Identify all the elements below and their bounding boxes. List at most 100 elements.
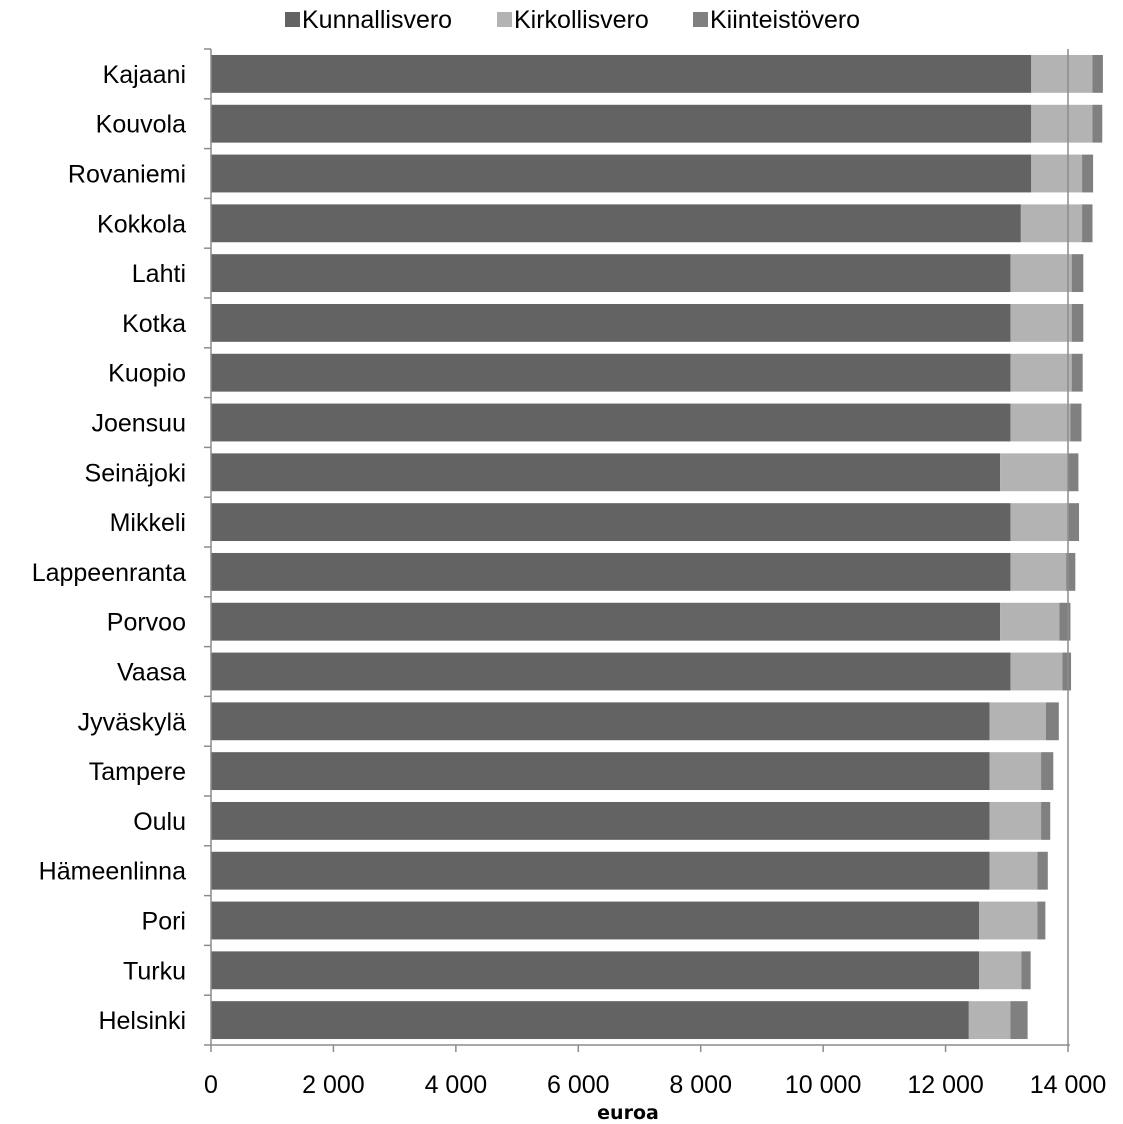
x-tick-label: 6 000	[547, 1071, 610, 1099]
bar-segment-kiinteistövero-turku	[1021, 951, 1031, 990]
x-tick-label: 8 000	[669, 1071, 732, 1099]
category-label: Jyväskylä	[78, 708, 186, 736]
bar-segment-kirkollisvero-kokkola	[1020, 204, 1083, 243]
bar-segment-kunnallisvero-kokkola	[211, 204, 1021, 243]
category-label: Vaasa	[117, 659, 186, 687]
bar-segment-kunnallisvero-kotka	[211, 303, 1011, 342]
bars-area	[211, 54, 1103, 1040]
x-axis-title: euroa	[597, 1102, 659, 1124]
bar-segment-kiinteistövero-joensuu	[1070, 403, 1082, 442]
bar-segment-kirkollisvero-jyväskylä	[989, 702, 1046, 741]
x-tick-label: 14 000	[1030, 1071, 1106, 1099]
bar-segment-kiinteistövero-lappeenranta	[1066, 552, 1076, 591]
bar-segment-kirkollisvero-kouvola	[1031, 104, 1093, 143]
category-label: Kouvola	[96, 111, 186, 139]
bar-segment-kirkollisvero-tampere	[989, 752, 1042, 791]
category-label: Kotka	[122, 310, 186, 338]
bar-segment-kirkollisvero-lahti	[1010, 254, 1072, 293]
bar-segment-kiinteistövero-jyväskylä	[1045, 702, 1059, 741]
bar-segment-kunnallisvero-lahti	[211, 254, 1011, 293]
legend-swatch-kirkollisvero	[497, 12, 512, 27]
bar-segment-kunnallisvero-kuopio	[211, 353, 1011, 392]
bar-segment-kirkollisvero-vaasa	[1010, 652, 1063, 691]
legend-swatch-kiinteistövero	[693, 12, 708, 27]
bar-segment-kiinteistövero-pori	[1037, 901, 1046, 940]
bar-segment-kunnallisvero-vaasa	[211, 652, 1011, 691]
bar-segment-kiinteistövero-kokkola	[1082, 204, 1093, 243]
category-label: Rovaniemi	[68, 161, 186, 189]
bar-segment-kiinteistövero-kajaani	[1092, 54, 1103, 93]
bar-segment-kiinteistövero-kouvola	[1092, 104, 1103, 143]
legend-label-kunnallisvero: Kunnallisvero	[302, 6, 452, 34]
legend-label-kiinteistövero: Kiinteistövero	[710, 6, 860, 34]
bar-segment-kirkollisvero-joensuu	[1010, 403, 1071, 442]
bar-segment-kirkollisvero-kuopio	[1010, 353, 1072, 392]
x-tick-label: 12 000	[907, 1071, 983, 1099]
category-label: Joensuu	[91, 410, 186, 438]
legend-label-kirkollisvero: Kirkollisvero	[514, 6, 649, 34]
bar-segment-kiinteistövero-seinäjoki	[1068, 453, 1079, 492]
category-labels: Kajaani Kouvola Rovaniemi Kokkola Lahti Kotka…	[32, 61, 186, 1035]
category-label: Hämeenlinna	[39, 858, 186, 886]
bar-segment-kirkollisvero-mikkeli	[1010, 503, 1069, 542]
bar-segment-kiinteistövero-kuopio	[1071, 353, 1083, 392]
bar-segment-kunnallisvero-joensuu	[211, 403, 1011, 442]
legend: Kunnallisvero Kirkollisvero Kiinteistövero	[285, 6, 860, 34]
category-label: Mikkeli	[110, 509, 186, 537]
bar-segment-kunnallisvero-turku	[211, 951, 980, 990]
bar-segment-kunnallisvero-tampere	[211, 752, 990, 791]
bar-segment-kunnallisvero-pori	[211, 901, 980, 940]
category-label: Seinäjoki	[85, 459, 186, 487]
bar-segment-kunnallisvero-seinäjoki	[211, 453, 1001, 492]
bar-segment-kiinteistövero-mikkeli	[1068, 503, 1080, 542]
bar-segment-kirkollisvero-hämeenlinna	[989, 851, 1038, 890]
bar-segment-kunnallisvero-jyväskylä	[211, 702, 990, 741]
bar-segment-kunnallisvero-kouvola	[211, 104, 1032, 143]
bar-segment-kirkollisvero-turku	[979, 951, 1022, 990]
category-label: Kuopio	[108, 360, 186, 388]
bar-segment-kirkollisvero-oulu	[989, 801, 1042, 840]
bar-segment-kunnallisvero-rovaniemi	[211, 154, 1032, 193]
category-label: Kajaani	[103, 61, 186, 89]
x-tick-label: 0	[204, 1071, 218, 1099]
bar-segment-kiinteistövero-lahti	[1071, 254, 1084, 293]
category-label: Oulu	[133, 808, 186, 836]
bar-segment-kirkollisvero-pori	[979, 901, 1038, 940]
bar-segment-kunnallisvero-kajaani	[211, 54, 1032, 93]
x-tick-labels: 0 2 000 4 000 6 000 8 000 10 000 12 000 14 000	[204, 1071, 1106, 1099]
category-label: Lappeenranta	[32, 559, 186, 587]
bar-segment-kirkollisvero-porvoo	[1000, 602, 1060, 641]
category-label: Lahti	[132, 260, 186, 288]
bar-segment-kunnallisvero-porvoo	[211, 602, 1001, 641]
bar-segment-kiinteistövero-kotka	[1071, 303, 1084, 342]
bar-segment-kunnallisvero-lappeenranta	[211, 552, 1011, 591]
bar-segment-kiinteistövero-vaasa	[1062, 652, 1072, 691]
category-label: Helsinki	[98, 1007, 186, 1035]
axes	[204, 48, 1070, 1052]
bar-segment-kunnallisvero-helsinki	[211, 1001, 969, 1040]
bar-segment-kirkollisvero-helsinki	[968, 1001, 1011, 1040]
bar-segment-kunnallisvero-oulu	[211, 801, 990, 840]
category-label: Porvoo	[107, 609, 186, 637]
category-label: Kokkola	[97, 210, 186, 238]
bar-segment-kunnallisvero-mikkeli	[211, 503, 1011, 542]
bar-segment-kiinteistövero-rovaniemi	[1082, 154, 1094, 193]
category-label: Turku	[123, 957, 186, 985]
bar-segment-kiinteistövero-hämeenlinna	[1037, 851, 1048, 890]
x-tick-label: 2 000	[302, 1071, 365, 1099]
bar-segment-kirkollisvero-rovaniemi	[1031, 154, 1083, 193]
category-label: Pori	[142, 908, 186, 936]
x-tick-label: 4 000	[425, 1071, 488, 1099]
bar-segment-kiinteistövero-porvoo	[1059, 602, 1071, 641]
legend-swatch-kunnallisvero	[285, 12, 300, 27]
bar-segment-kiinteistövero-helsinki	[1010, 1001, 1028, 1040]
x-tick-label: 10 000	[785, 1071, 861, 1099]
category-label: Tampere	[89, 758, 186, 786]
bar-segment-kirkollisvero-kajaani	[1031, 54, 1093, 93]
bar-segment-kiinteistövero-tampere	[1041, 752, 1054, 791]
bar-segment-kiinteistövero-oulu	[1041, 801, 1051, 840]
bar-segment-kunnallisvero-hämeenlinna	[211, 851, 990, 890]
bar-segment-kirkollisvero-seinäjoki	[1000, 453, 1068, 492]
bar-segment-kirkollisvero-lappeenranta	[1010, 552, 1067, 591]
